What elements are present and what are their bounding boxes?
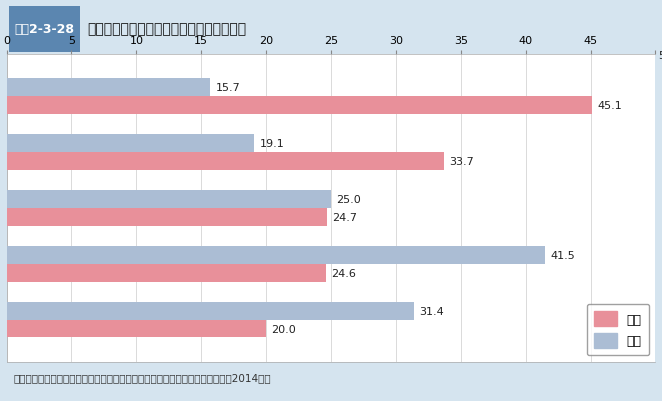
Bar [7, 97, 592, 115]
Text: 33.7: 33.7 [449, 156, 474, 166]
Text: 20.0: 20.0 [271, 324, 296, 334]
Text: 24.7: 24.7 [332, 212, 357, 222]
Legend: 希望, 現実: 希望, 現実 [587, 304, 649, 355]
Bar [9, 6, 80, 53]
Text: 41.5: 41.5 [550, 250, 575, 260]
Text: 資料：厚生労働省政策統括官付政策評価官室委託「健康意識に関する調査」（2014年）: 資料：厚生労働省政策統括官付政策評価官室委託「健康意識に関する調査」（2014年… [13, 372, 271, 382]
Text: 25.0: 25.0 [336, 194, 361, 205]
Text: 50（%）: 50（%） [658, 50, 662, 60]
Bar [7, 209, 327, 226]
Bar [7, 153, 444, 170]
Bar [7, 135, 254, 153]
Text: 図表2-3-28: 図表2-3-28 [15, 23, 74, 36]
Bar [7, 246, 545, 264]
Bar [7, 302, 414, 320]
Text: 15.7: 15.7 [216, 83, 240, 93]
Text: 休日の過ごし方について理想と現実の乖離: 休日の過ごし方について理想と現実の乖離 [87, 22, 247, 36]
Bar [7, 190, 331, 209]
Text: 19.1: 19.1 [260, 139, 285, 149]
Bar [7, 320, 266, 338]
Bar [7, 264, 326, 282]
Bar [7, 79, 211, 97]
Text: 45.1: 45.1 [597, 101, 622, 111]
Text: 24.6: 24.6 [331, 268, 356, 278]
Text: 31.4: 31.4 [419, 306, 444, 316]
